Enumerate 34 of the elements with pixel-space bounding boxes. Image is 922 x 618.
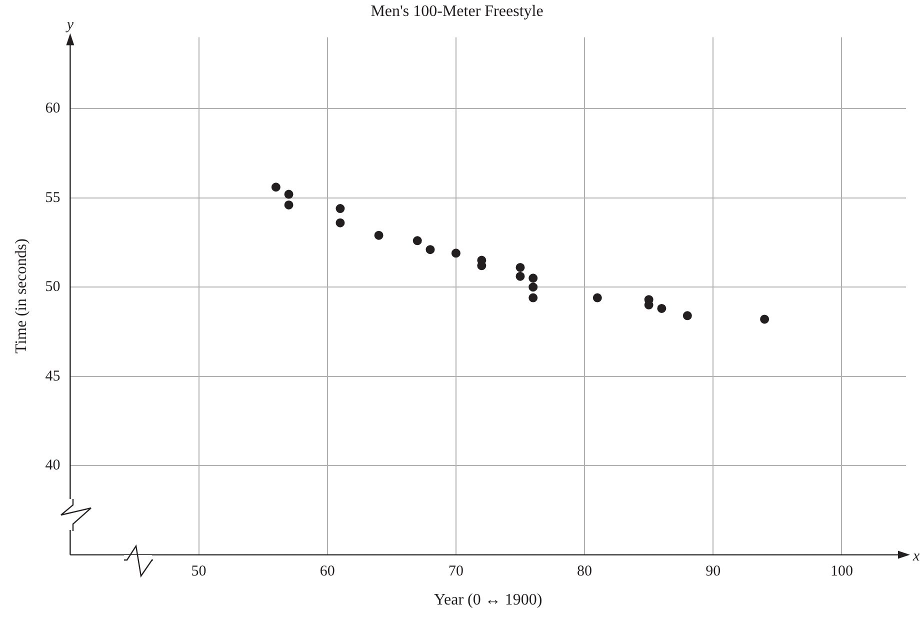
- y-axis-title: Time (in seconds): [12, 238, 30, 354]
- x-tick-label: 80: [577, 564, 592, 580]
- point: [451, 248, 460, 258]
- y-tick-label: 45: [45, 368, 60, 384]
- point: [374, 230, 384, 240]
- point: [528, 282, 538, 292]
- x-tick-label: 100: [830, 564, 853, 580]
- x-tick-label: 90: [706, 564, 721, 580]
- point: [271, 182, 280, 192]
- point: [336, 218, 345, 228]
- x-axis-title: Year (0 ↔ 1900): [434, 592, 542, 609]
- point: [528, 274, 538, 283]
- text: y: [64, 17, 74, 34]
- point: [760, 314, 770, 324]
- point: [412, 236, 422, 246]
- y-tick-label: 55: [45, 190, 60, 206]
- x-tick-label: 70: [448, 564, 464, 580]
- x-tick-label: 60: [320, 564, 335, 580]
- point: [426, 245, 435, 254]
- y-tick-label: 50: [45, 279, 60, 296]
- chart-title: Men's 100-Meter Freestyle: [370, 2, 544, 20]
- point: [516, 272, 525, 281]
- point: [528, 293, 538, 302]
- point: [657, 304, 666, 313]
- point: [336, 204, 345, 214]
- y-tick-label: 40: [45, 457, 60, 474]
- point: [682, 311, 692, 320]
- point: [592, 293, 602, 302]
- point: [284, 190, 294, 199]
- text: x: [912, 548, 920, 565]
- x-tick-label: 50: [191, 564, 206, 580]
- y-tick-label: 60: [45, 100, 60, 117]
- point: [516, 262, 525, 272]
- point: [284, 200, 294, 210]
